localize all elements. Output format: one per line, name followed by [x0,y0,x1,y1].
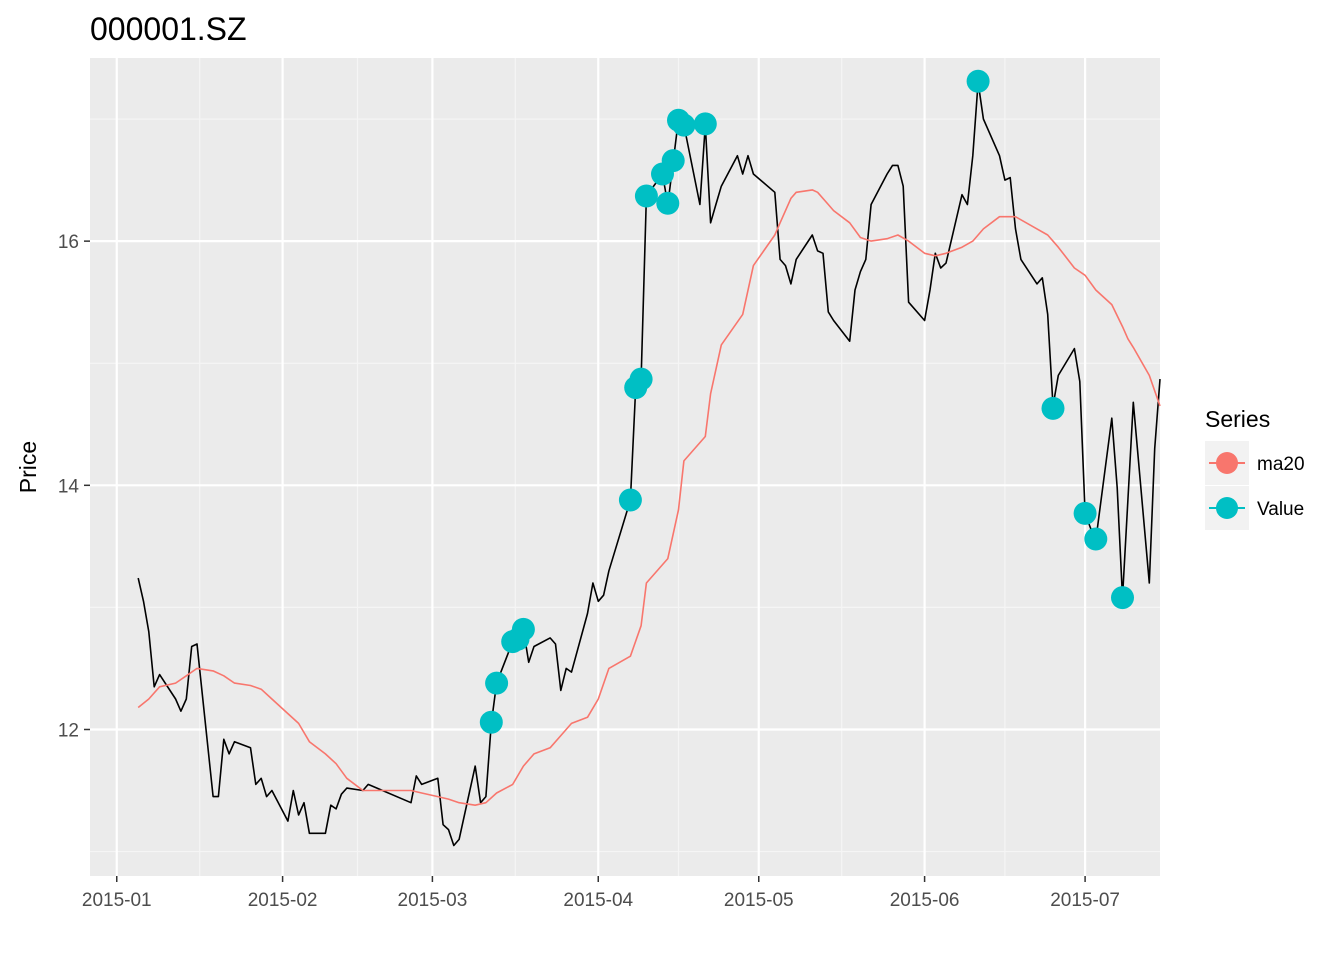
x-tick-label: 2015-06 [890,890,960,911]
x-tick-label: 2015-03 [398,890,468,911]
highlight-point [485,671,509,695]
y-tick-label: 14 [58,476,80,497]
series-line-ma20 [137,189,1161,807]
highlight-point [629,367,653,391]
plot-panel [90,58,1160,876]
highlight-point [634,184,658,208]
x-tick-label: 2015-04 [563,890,633,911]
x-axis: 2015-01 2015-02 2015-03 2015-04 2015-05 2015-… [82,876,1120,911]
highlight-point [661,149,685,173]
legend-dot-ma20 [1216,452,1238,474]
highlight-point [1111,586,1134,610]
highlight-points [479,69,1134,734]
y-axis: 12 14 16 [58,232,90,741]
chart-title: 000001.SZ [90,11,247,47]
highlight-point [511,617,535,641]
highlight-point [479,710,503,734]
x-tick-label: 2015-02 [248,890,318,911]
legend-item-value: Value [1205,486,1304,530]
highlight-point [656,191,680,215]
legend-title: Series [1205,406,1270,432]
grid-minor [90,58,1160,876]
legend-dot-value [1216,497,1238,519]
x-tick-label: 2015-07 [1050,890,1120,911]
highlight-point [672,113,696,137]
legend-label-value: Value [1257,499,1304,520]
x-tick-label: 2015-05 [724,890,794,911]
highlight-point [693,112,717,136]
highlight-point [618,488,642,512]
highlight-point [1073,501,1097,525]
highlight-point [1084,527,1108,551]
legend-label-ma20: ma20 [1257,454,1305,475]
x-tick-label: 2015-01 [82,890,152,911]
highlight-point [1041,396,1065,420]
highlight-point [966,69,990,93]
legend-item-ma20: ma20 [1205,441,1305,485]
y-axis-title: Price [15,441,41,493]
grid-major [90,58,1160,876]
y-tick-label: 16 [58,232,79,253]
y-tick-label: 12 [58,720,79,741]
legend: Series ma20 Value [1205,406,1305,530]
